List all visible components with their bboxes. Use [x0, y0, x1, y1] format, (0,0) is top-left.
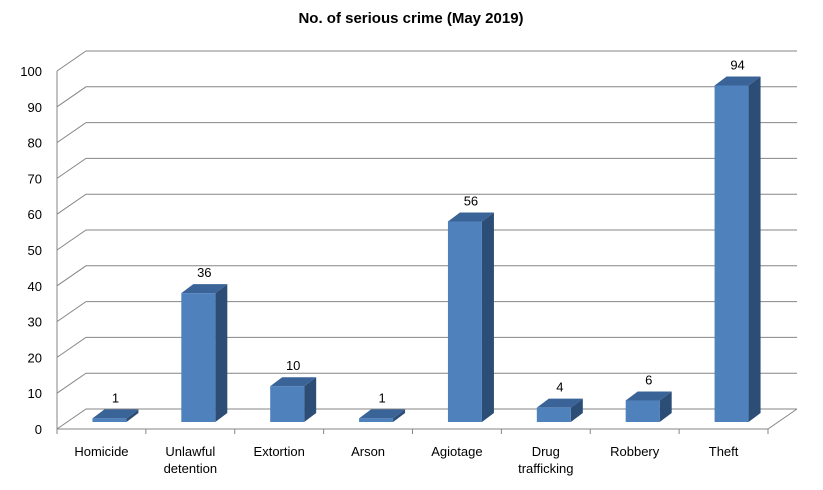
bar: [92, 409, 139, 422]
bar-front: [92, 418, 127, 422]
category-label-line: Robbery: [610, 444, 660, 459]
bar: [270, 377, 317, 422]
bar-side: [393, 409, 406, 422]
category-label: Agiotage: [431, 444, 482, 459]
chart-title: No. of serious crime (May 2019): [298, 10, 523, 27]
gridline: [56, 408, 797, 430]
gridline: [56, 301, 797, 323]
category-labels: Homicide Unlawful detention Extortion Arson A…: [74, 444, 738, 476]
bar-top: [714, 76, 761, 86]
category-label-line: trafficking: [518, 461, 573, 476]
gridlines: 0 10 20 30 40 50 60 70 80 90 100: [20, 50, 797, 437]
data-label: 1: [112, 390, 119, 405]
bar-side: [570, 398, 583, 422]
gridline: [56, 86, 797, 108]
category-label: Drug trafficking: [518, 444, 573, 476]
bar-top: [270, 377, 317, 387]
y-tick-label: 10: [28, 386, 42, 401]
data-label: 4: [556, 380, 563, 395]
category-label: Unlawful detention: [164, 444, 218, 476]
y-tick-label: 90: [28, 100, 42, 115]
category-label-line: Agiotage: [431, 444, 482, 459]
bar-front: [359, 418, 394, 422]
bar: [714, 76, 761, 422]
bar-side: [748, 76, 761, 422]
y-tick-label: 40: [28, 279, 42, 294]
y-tick-label: 100: [20, 64, 42, 79]
bar-top: [92, 409, 139, 419]
gridline: [56, 336, 797, 358]
bar-side: [215, 284, 228, 422]
category-label-line: Theft: [709, 444, 739, 459]
bar: [536, 398, 583, 422]
bar-front: [625, 400, 660, 422]
bar-side: [481, 212, 494, 422]
category-label-line: detention: [164, 461, 218, 476]
gridline: [56, 122, 797, 144]
bar-top: [625, 391, 672, 401]
gridline: [56, 372, 797, 394]
bar-front: [536, 407, 571, 422]
y-tick-label: 50: [28, 243, 42, 258]
bar: [447, 212, 494, 422]
y-tick-label: 80: [28, 136, 42, 151]
axes: [56, 71, 798, 434]
y-tick-label: 0: [35, 422, 42, 437]
bar: [625, 391, 672, 422]
bar-side: [659, 391, 672, 422]
category-label: Theft: [709, 444, 739, 459]
bar-top: [359, 409, 406, 419]
category-label: Homicide: [74, 444, 128, 459]
bar-top: [447, 212, 494, 222]
category-label-line: Homicide: [74, 444, 128, 459]
category-label-line: Extortion: [254, 444, 305, 459]
data-label: 56: [464, 194, 478, 209]
bar-front: [714, 85, 749, 422]
bar-front: [181, 293, 216, 422]
bar-side: [126, 409, 139, 422]
category-label-line: Arson: [351, 444, 385, 459]
bar-front: [447, 221, 482, 422]
y-tick-label: 60: [28, 207, 42, 222]
bar-top: [536, 398, 583, 408]
data-label: 94: [730, 57, 744, 72]
data-label: 6: [645, 373, 652, 388]
y-tick-label: 70: [28, 171, 42, 186]
category-label: Robbery: [610, 444, 660, 459]
data-label: 36: [197, 265, 211, 280]
gridline: [56, 193, 797, 215]
bar-side: [304, 377, 317, 422]
y-tick-label: 30: [28, 315, 42, 330]
bar: [359, 409, 406, 422]
bar: [181, 284, 228, 422]
y-tick-label: 20: [28, 350, 42, 365]
data-labels: 1 36 10 1 56 4 6 94: [112, 57, 745, 405]
bar-front: [270, 386, 305, 422]
data-label: 1: [378, 390, 385, 405]
gridline: [56, 50, 797, 72]
x-axis: [57, 408, 798, 430]
bar-top: [181, 284, 228, 294]
category-label-line: Unlawful: [165, 444, 215, 459]
gridline: [56, 229, 797, 251]
gridline: [56, 157, 797, 179]
category-label: Extortion: [254, 444, 305, 459]
gridline: [56, 265, 797, 287]
data-label: 10: [286, 358, 300, 373]
category-label: Arson: [351, 444, 385, 459]
bars: [92, 76, 761, 422]
category-label-line: Drug: [532, 444, 560, 459]
